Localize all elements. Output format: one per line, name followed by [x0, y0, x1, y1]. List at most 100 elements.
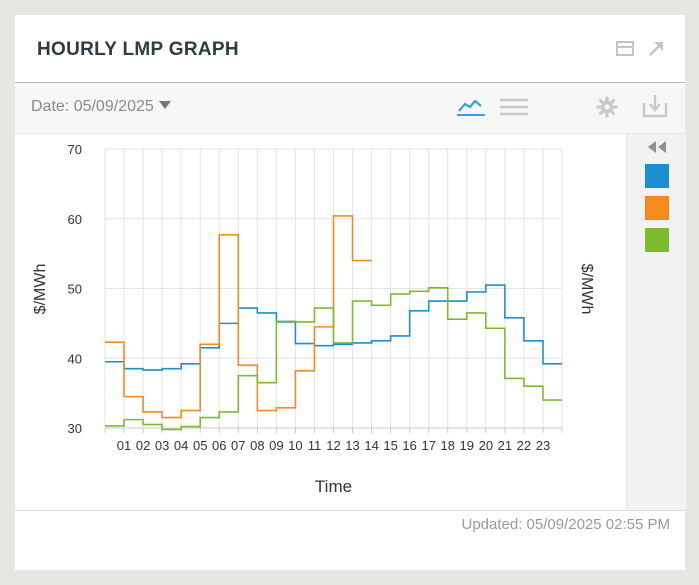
- data-point: [512, 376, 517, 381]
- data-point: [226, 232, 231, 237]
- data-point: [264, 380, 269, 385]
- y-tick-label: 30: [68, 421, 82, 436]
- data-point: [474, 289, 479, 294]
- data-point: [360, 258, 365, 263]
- x-tick-label: 08: [250, 438, 264, 453]
- data-point: [245, 306, 250, 311]
- popout-arrow-icon[interactable]: [646, 39, 666, 59]
- legend-swatch-blue[interactable]: [645, 164, 669, 188]
- x-tick-label: 11: [308, 438, 322, 453]
- x-tick-label: 03: [155, 438, 169, 453]
- legend-swatch-orange[interactable]: [645, 196, 669, 220]
- data-point: [398, 292, 403, 297]
- data-point: [112, 340, 117, 345]
- double-chevron-left-icon[interactable]: [647, 141, 667, 153]
- data-point: [150, 368, 155, 373]
- chart-area: 30 40 50 60 70 01 02 03 04 05 06 07 08 09 10 11 12 13 14 15…: [15, 134, 626, 510]
- data-point: [455, 299, 460, 304]
- data-point: [131, 366, 136, 371]
- download-icon[interactable]: [641, 93, 669, 119]
- y-axis-title: $/MWh: [32, 264, 49, 315]
- data-point: [379, 338, 384, 343]
- data-point: [417, 289, 422, 294]
- data-point: [226, 321, 231, 326]
- y-tick-label: 70: [68, 142, 82, 157]
- data-point: [512, 315, 517, 320]
- data-point: [341, 213, 346, 218]
- x-tick-label: 04: [174, 438, 188, 453]
- legend-sidebar: [626, 134, 686, 510]
- data-point: [226, 409, 231, 414]
- y-tick-label: 60: [68, 212, 82, 227]
- window-icon[interactable]: [615, 39, 635, 59]
- x-axis-title: Time: [315, 477, 352, 496]
- lmp-line-chart: 30 40 50 60 70 01 02 03 04 05 06 07 08 09 10 11 12 13 14 15…: [32, 142, 595, 496]
- data-point: [474, 310, 479, 315]
- data-point: [398, 333, 403, 338]
- x-tick-label: 01: [117, 438, 131, 453]
- data-point: [245, 373, 250, 378]
- date-label: Date: 05/09/2025: [31, 98, 154, 115]
- series-line-1: [105, 284, 562, 371]
- date-selector[interactable]: Date: 05/09/2025: [31, 98, 171, 116]
- x-tick-label: 18: [441, 438, 455, 453]
- data-point: [436, 299, 441, 304]
- gear-icon[interactable]: [596, 96, 618, 118]
- data-point: [531, 384, 536, 389]
- data-point: [169, 415, 174, 420]
- data-point: [455, 317, 460, 322]
- data-point: [283, 319, 288, 324]
- data-point: [245, 363, 250, 368]
- data-point: [493, 283, 498, 288]
- data-point: [493, 326, 498, 331]
- data-point: [302, 341, 307, 346]
- data-point: [207, 342, 212, 347]
- data-point: [150, 422, 155, 427]
- y-tick-label: 50: [68, 282, 82, 297]
- panel-footer: Updated: 05/09/2025 02:55 PM: [15, 510, 685, 571]
- x-tick-label: 14: [364, 438, 378, 453]
- series-line-2: [105, 215, 372, 419]
- panel-header: HOURLY LMP GRAPH: [15, 15, 685, 83]
- y-tick-label: 40: [68, 351, 82, 366]
- data-point: [341, 340, 346, 345]
- data-point: [379, 303, 384, 308]
- data-point: [436, 285, 441, 290]
- x-tick-label: 09: [269, 438, 283, 453]
- graph-toolbar: Date: 05/09/2025: [15, 83, 685, 134]
- data-point: [169, 366, 174, 371]
- data-point: [264, 408, 269, 413]
- data-point: [321, 306, 326, 311]
- data-point: [360, 340, 365, 345]
- updated-timestamp: Updated: 05/09/2025 02:55 PM: [461, 516, 671, 533]
- data-point: [550, 361, 555, 366]
- data-point: [188, 361, 193, 366]
- caret-down-icon: [158, 101, 171, 109]
- data-point: [550, 398, 555, 403]
- data-point: [302, 368, 307, 373]
- legend-swatch-green[interactable]: [645, 228, 669, 252]
- data-point: [131, 394, 136, 399]
- line-chart-icon[interactable]: [456, 96, 486, 118]
- data-point: [283, 405, 288, 410]
- x-tick-label: 20: [479, 438, 493, 453]
- x-tick-label: 21: [498, 438, 512, 453]
- x-tick-label: 15: [383, 438, 397, 453]
- x-tick-label: 19: [460, 438, 474, 453]
- data-point: [188, 424, 193, 429]
- data-point: [207, 415, 212, 420]
- data-point: [321, 324, 326, 329]
- x-tick-label: 07: [231, 438, 245, 453]
- panel-title: HOURLY LMP GRAPH: [37, 39, 239, 60]
- x-tick-label: 10: [288, 438, 302, 453]
- x-tick-label: 06: [212, 438, 226, 453]
- x-tick-label: 16: [402, 438, 416, 453]
- x-tick-label: 05: [193, 438, 207, 453]
- list-icon[interactable]: [499, 97, 529, 117]
- data-point: [188, 408, 193, 413]
- data-point: [264, 310, 269, 315]
- y-axis-title-right: $/MWh: [578, 264, 595, 315]
- x-tick-label: 12: [326, 438, 340, 453]
- data-point: [302, 319, 307, 324]
- data-point: [360, 299, 365, 304]
